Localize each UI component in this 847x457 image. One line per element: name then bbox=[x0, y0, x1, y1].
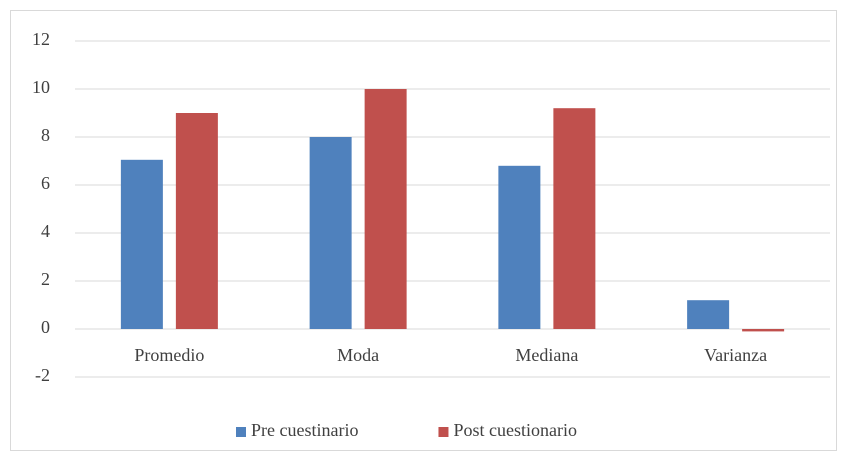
y-tick-label: -2 bbox=[35, 365, 50, 385]
y-tick-label: 2 bbox=[41, 269, 50, 289]
x-tick-label: Mediana bbox=[515, 345, 578, 365]
x-tick-label: Promedio bbox=[134, 345, 204, 365]
bar bbox=[498, 165, 541, 329]
y-tick-label: 6 bbox=[41, 173, 50, 193]
bar bbox=[687, 300, 730, 329]
bar bbox=[120, 159, 163, 329]
bar bbox=[309, 137, 352, 329]
x-tick-label: Varianza bbox=[704, 345, 767, 365]
bar bbox=[175, 113, 218, 329]
legend-swatch bbox=[438, 427, 449, 437]
y-tick-label: 12 bbox=[32, 29, 50, 49]
bar bbox=[553, 108, 596, 329]
y-tick-label: 0 bbox=[41, 317, 50, 337]
bar bbox=[364, 89, 407, 329]
y-tick-label: 4 bbox=[41, 221, 50, 241]
legend-label: Pre cuestinario bbox=[251, 420, 358, 440]
legend-swatch bbox=[236, 427, 246, 437]
x-tick-label: Moda bbox=[337, 345, 379, 365]
bar bbox=[742, 329, 785, 332]
y-tick-label: 8 bbox=[41, 125, 50, 145]
legend-label: Post cuestionario bbox=[453, 420, 577, 440]
y-tick-label: 10 bbox=[32, 77, 50, 97]
